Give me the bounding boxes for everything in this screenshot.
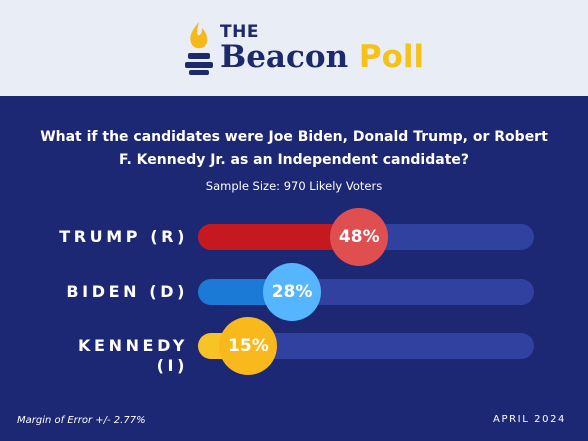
category-label: BIDEN (D) <box>66 282 188 301</box>
beacon-torch-icon <box>185 22 213 75</box>
logo-the: THE <box>220 22 259 42</box>
logo-beacon: Beacon <box>220 39 349 75</box>
poll-date: APRIL 2024 <box>493 414 566 425</box>
value-label: 15% <box>219 317 278 375</box>
chart-title: What if the candidates were Joe Biden, D… <box>40 129 548 168</box>
header: THE Beacon Poll <box>0 0 588 96</box>
value-label: 48% <box>330 208 389 266</box>
bar-track <box>198 279 534 305</box>
logo-poll: Poll <box>358 39 425 75</box>
beacon-poll-logo: THE Beacon Poll <box>184 18 424 80</box>
value-label: 28% <box>263 263 322 321</box>
category-label: TRUMP (R) <box>59 227 188 246</box>
category-label: KENNEDY (I) <box>78 336 188 375</box>
sample-size: Sample Size: 970 Likely Voters <box>205 179 383 193</box>
logo-wordmark: Beacon Poll <box>220 39 424 75</box>
margin-of-error: Margin of Error +/- 2.77% <box>17 415 146 426</box>
